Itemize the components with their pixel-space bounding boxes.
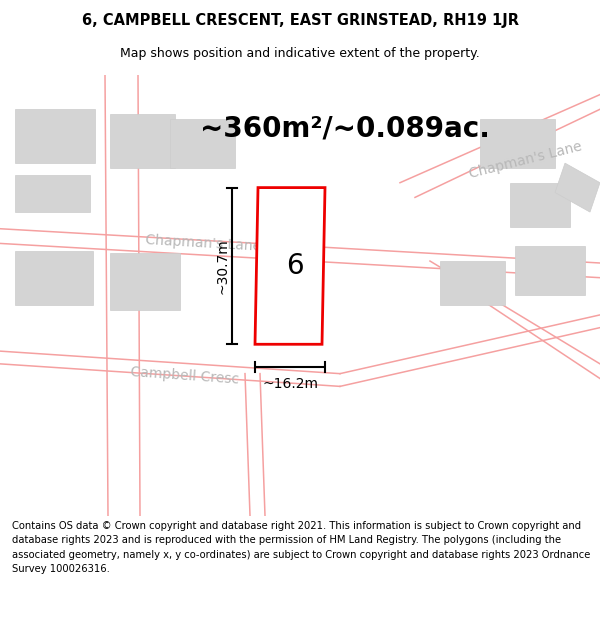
Text: 6, CAMPBELL CRESCENT, EAST GRINSTEAD, RH19 1JR: 6, CAMPBELL CRESCENT, EAST GRINSTEAD, RH… (82, 12, 518, 28)
Bar (15, 109, 95, 163)
Bar (15, 251, 93, 305)
Polygon shape (255, 188, 325, 344)
Bar (15, 175, 90, 212)
Bar (110, 114, 175, 168)
Text: ~30.7m: ~30.7m (215, 238, 229, 294)
Bar (515, 246, 585, 296)
Polygon shape (555, 163, 600, 212)
Bar (110, 253, 180, 310)
Bar (440, 261, 505, 305)
Text: Contains OS data © Crown copyright and database right 2021. This information is : Contains OS data © Crown copyright and d… (12, 521, 590, 574)
Text: Campbell Cresc: Campbell Cresc (130, 365, 239, 386)
Bar (510, 182, 570, 227)
Text: Chapman's Lane: Chapman's Lane (145, 233, 262, 254)
Text: Map shows position and indicative extent of the property.: Map shows position and indicative extent… (120, 48, 480, 61)
Bar (480, 119, 555, 168)
Text: ~360m²/~0.089ac.: ~360m²/~0.089ac. (200, 115, 490, 143)
Text: ~16.2m: ~16.2m (262, 377, 318, 391)
Text: 6: 6 (286, 252, 304, 280)
Bar (170, 119, 235, 168)
Text: Chapman's Lane: Chapman's Lane (468, 139, 584, 181)
